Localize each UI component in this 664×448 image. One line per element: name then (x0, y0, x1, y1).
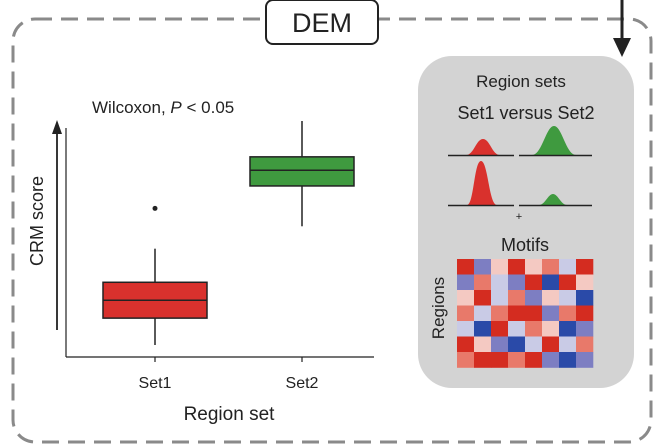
heatmap-cell (559, 336, 577, 353)
heatmap-cell (542, 290, 560, 306)
heatmap-cell (542, 274, 560, 291)
distribution-curve-set2-bottom (519, 194, 592, 207)
boxplot: Wilcoxon, P < 0.05 CRM score Set1 Set2 R… (27, 98, 374, 425)
heatmap-cell (525, 352, 543, 368)
heatmap-cell (508, 290, 526, 306)
heatmap-cell (508, 305, 526, 322)
x-tick-label-set2: Set2 (286, 375, 319, 392)
heatmap-cell (474, 321, 492, 337)
heatmap-cell (491, 321, 509, 337)
heatmap-cell (542, 352, 560, 368)
heatmap-cell (559, 274, 577, 291)
heatmap-cell (474, 290, 492, 306)
heatmap-cell (508, 321, 526, 337)
plus-sign: + (516, 211, 522, 223)
heatmap-cell (491, 352, 509, 368)
box-set2 (249, 121, 355, 227)
heatmap-cell (542, 259, 560, 275)
heatmap-cell (525, 305, 543, 322)
heatmap-cell (576, 321, 594, 337)
heatmap-cell (491, 305, 509, 322)
heatmap-cell (576, 259, 594, 275)
heatmap-cell (457, 352, 475, 368)
panel-subtitle: Set1 versus Set2 (457, 103, 594, 123)
heatmap-cell (525, 259, 543, 275)
x-tick-label-set1: Set1 (139, 375, 172, 392)
heatmap-cell (576, 305, 594, 322)
heatmap-cell (508, 336, 526, 353)
outlier-point (152, 205, 158, 211)
heatmap-cell (474, 274, 492, 291)
heatmap-cell (474, 305, 492, 322)
heatmap-cell (542, 305, 560, 322)
down-arrow-icon (613, 0, 631, 57)
heatmap-cell (525, 336, 543, 353)
test-annotation: Wilcoxon, P < 0.05 (92, 98, 234, 117)
regions-label: Regions (429, 277, 448, 339)
panel-title: Region sets (476, 72, 566, 91)
heatmap-cell (508, 259, 526, 275)
heatmap-cell (559, 321, 577, 337)
distribution-curve-set2-top (519, 126, 592, 157)
heatmap-cell (559, 290, 577, 306)
heatmap-cell (559, 352, 577, 368)
heatmap-cell (491, 274, 509, 291)
heatmap-cell (474, 352, 492, 368)
box-iqr (249, 156, 355, 187)
heatmap-cell (576, 290, 594, 306)
region-sets-panel: Region sets Set1 versus Set2 + Motifs Re… (418, 56, 634, 388)
motifs-label: Motifs (501, 235, 549, 255)
heatmap-cell (457, 305, 475, 322)
heatmap-cell (474, 336, 492, 353)
heatmap-cell (525, 274, 543, 291)
distribution-curve-set1-top (448, 139, 514, 157)
heatmap-cell (576, 274, 594, 291)
distribution-curve-set1-bottom (448, 161, 514, 207)
y-axis-label: CRM score (27, 176, 47, 266)
heatmap-cell (525, 290, 543, 306)
heatmap-cell (457, 259, 475, 275)
up-arrow-icon (52, 120, 62, 330)
heatmap-cell (457, 321, 475, 337)
heatmap-cell (508, 352, 526, 368)
x-axis-label: Region set (184, 404, 276, 425)
box-set1 (102, 205, 208, 345)
heatmap-cell (576, 352, 594, 368)
heatmap-cell (491, 259, 509, 275)
heatmap-cell (542, 321, 560, 337)
heatmap-cell (542, 336, 560, 353)
heatmap-cell (457, 290, 475, 306)
header-box (265, 0, 379, 45)
heatmap-cell (491, 290, 509, 306)
heatmap-cell (559, 259, 577, 275)
motif-heatmap (457, 259, 594, 368)
heatmap-cell (491, 336, 509, 353)
heatmap-cell (576, 336, 594, 353)
heatmap-cell (508, 274, 526, 291)
heatmap-cell (525, 321, 543, 337)
heatmap-cell (559, 305, 577, 322)
heatmap-cell (457, 336, 475, 353)
header-title: DEM (292, 8, 352, 38)
heatmap-cell (474, 259, 492, 275)
heatmap-cell (457, 274, 475, 291)
